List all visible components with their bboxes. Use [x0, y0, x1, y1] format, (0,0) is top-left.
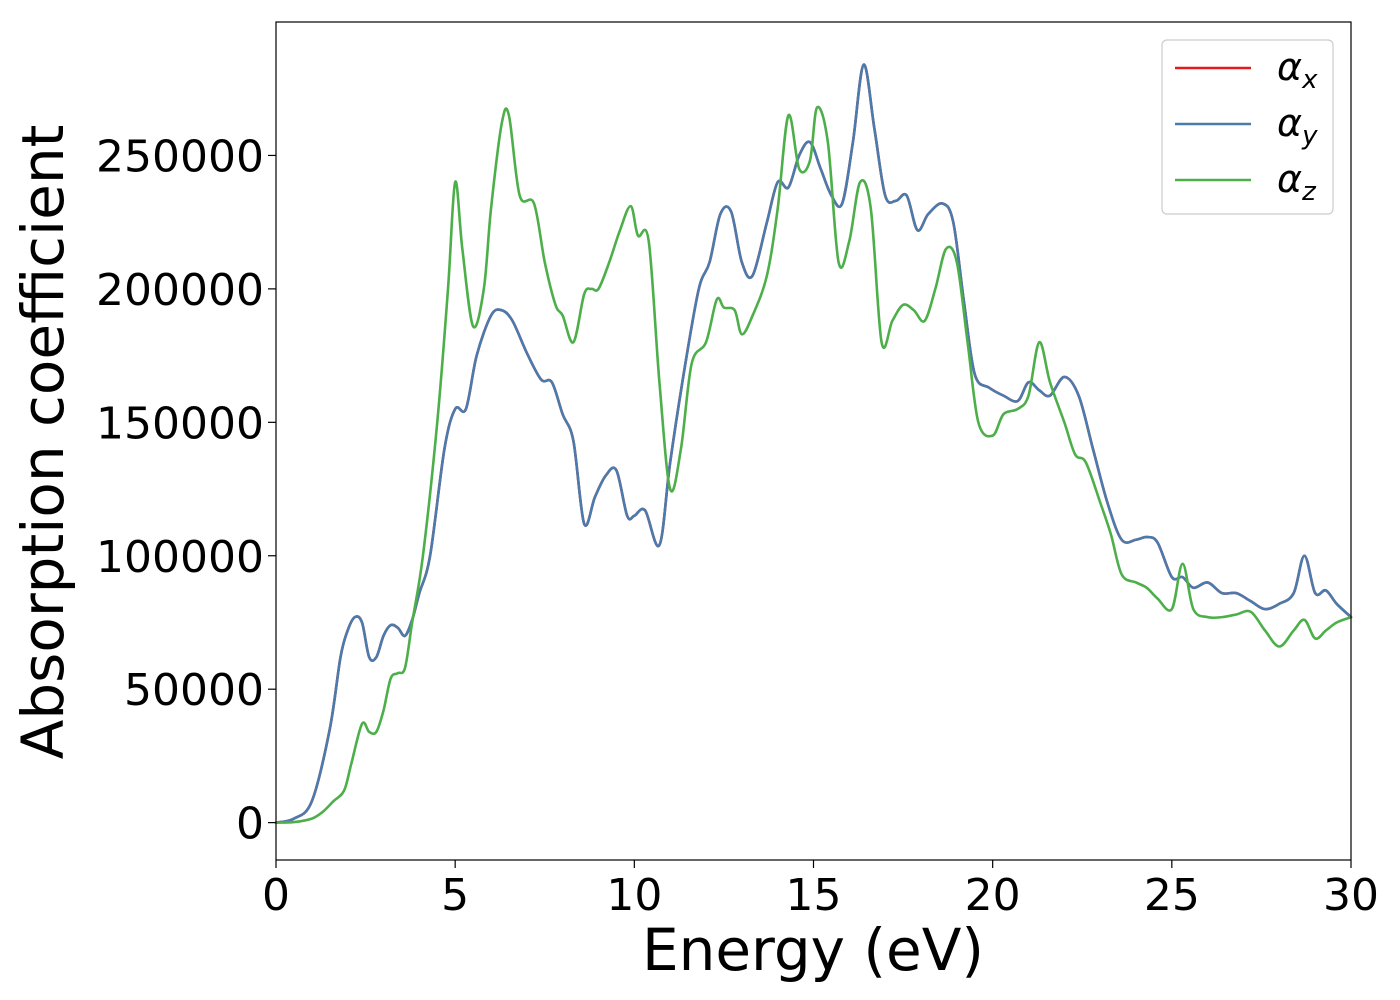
x-tick-label: 30: [1323, 870, 1379, 921]
x-tick-label: 0: [262, 870, 290, 921]
y-axis: 0 50000 100000 150000 200000 250000: [96, 131, 276, 850]
y-tick-label: 250000: [96, 131, 264, 182]
legend-item-z: αz: [1175, 157, 1317, 207]
x-tick-label: 25: [1144, 870, 1200, 921]
x-tick-label: 15: [786, 870, 842, 921]
y-tick-label: 50000: [124, 665, 264, 716]
series-layer: [274, 63, 1353, 824]
x-tick-label: 10: [606, 870, 662, 921]
legend-label-x: αx: [1277, 45, 1318, 95]
y-tick-label: 200000: [96, 265, 264, 316]
y-axis-title: Absorption coefficient: [9, 125, 77, 760]
legend-box: [1161, 39, 1334, 215]
x-axis: 0 5 10 15 20 25 30: [262, 860, 1379, 921]
y-tick-label: 0: [236, 799, 264, 850]
series-line-z: [274, 105, 1353, 824]
legend: αx αy αz: [1161, 39, 1334, 215]
legend-item-x: αx: [1175, 45, 1318, 95]
legend-label-y: αy: [1277, 101, 1318, 151]
series-line-y: [274, 63, 1353, 824]
x-tick-label: 20: [965, 870, 1021, 921]
legend-item-y: αy: [1175, 101, 1318, 151]
x-tick-label: 5: [441, 870, 469, 921]
x-axis-title: Energy (eV): [642, 916, 984, 984]
y-tick-label: 100000: [96, 532, 264, 583]
y-tick-label: 150000: [96, 398, 264, 449]
legend-label-z: αz: [1277, 157, 1317, 207]
